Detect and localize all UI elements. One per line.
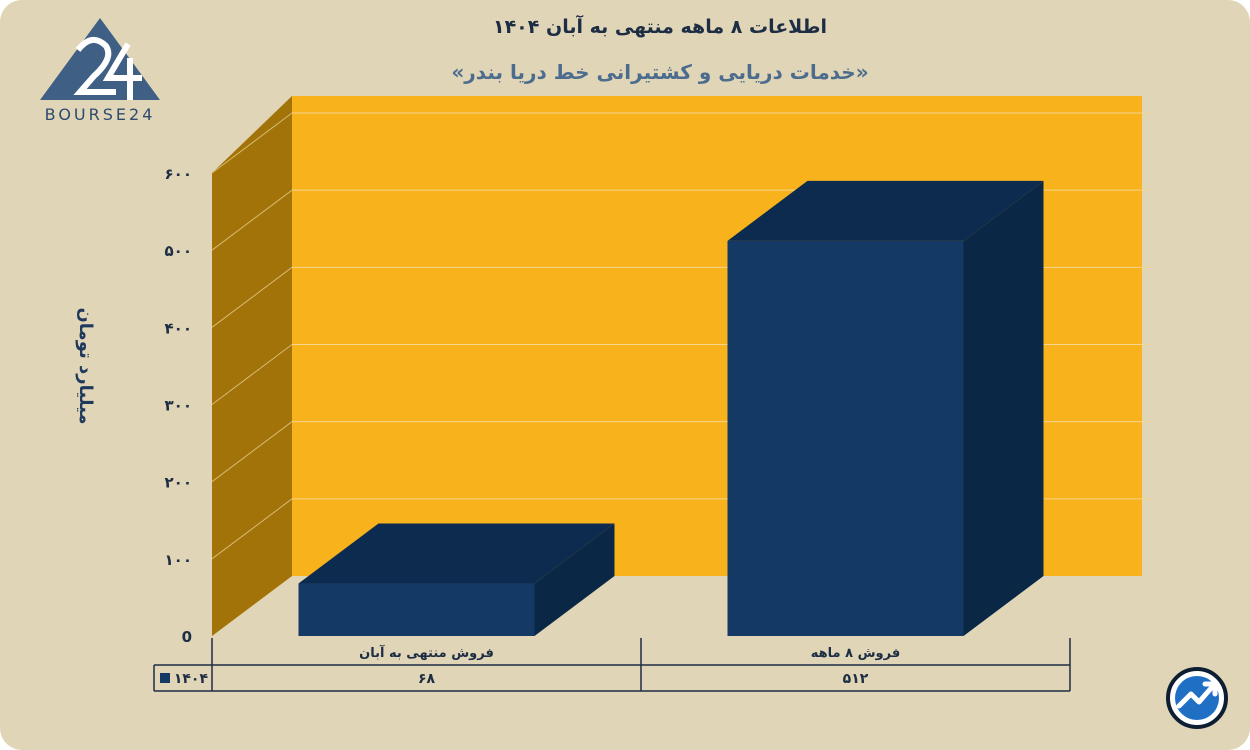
chart-subtitle: «خدمات دریایی و کشتیرانی خط دریا بندر»	[451, 60, 869, 84]
bar-top	[727, 180, 1044, 241]
bourse24-logo: BOURSE24	[40, 18, 160, 124]
plot-side-wall	[212, 96, 292, 636]
trend-up-arrow-icon	[1166, 667, 1228, 729]
y-tick-label: ۶۰۰	[165, 165, 192, 183]
data-table-value: ۵۱۲	[843, 671, 869, 687]
gridline-side	[211, 112, 293, 174]
legend-series-label: ۱۴۰۴	[174, 671, 209, 687]
chart-title: اطلاعات ۸ ماهه منتهی به آبان ۱۴۰۴	[492, 16, 828, 38]
y-tick-label: ۵۰۰	[165, 242, 192, 260]
bar	[298, 583, 535, 636]
legend-swatch	[160, 673, 170, 683]
y-tick-label: ۳۰۰	[165, 397, 192, 415]
x-category-label: فروش ۸ ماهه	[811, 646, 900, 661]
y-tick-label: ۱۰۰	[165, 551, 192, 569]
bar	[727, 240, 964, 636]
data-table-value: ۶۸	[418, 671, 436, 687]
y-tick-label: ۴۰۰	[165, 319, 192, 337]
gridline-side	[211, 421, 293, 483]
logo-wordmark: BOURSE24	[45, 105, 156, 124]
gridline-side	[211, 498, 293, 560]
gridline-side	[211, 266, 293, 328]
bar-top	[298, 523, 615, 584]
x-category-label: فروش منتهی به آبان	[359, 644, 494, 661]
y-tick-label: 0	[182, 628, 192, 646]
bar-side	[534, 523, 615, 636]
y-tick-label: ۲۰۰	[165, 474, 192, 492]
gridline-side	[211, 344, 293, 405]
bar-side	[963, 180, 1044, 636]
gridline-side	[211, 189, 293, 251]
